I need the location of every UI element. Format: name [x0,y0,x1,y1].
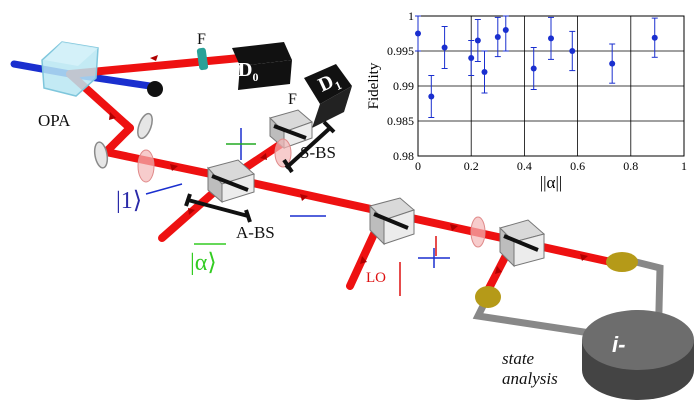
data-point [530,65,537,72]
blue-arrows [145,128,450,268]
label-device: i- [612,332,625,357]
label-state: state [502,349,535,368]
data-point [651,34,658,41]
label-sbs: S-BS [300,143,336,162]
label-d0: D0 [238,59,258,84]
data-point [548,35,554,42]
x-tick-label: 1 [681,159,687,173]
data-point [494,34,501,40]
label-ket1: |1⟩ [116,188,142,214]
beam-splitters [207,109,546,268]
y-tick-label: 0.985 [387,114,414,128]
data-point [468,55,475,61]
x-tick-label: 0.6 [570,159,585,173]
beam-arrows [109,55,588,274]
data-point [502,27,509,33]
label-lo: LO [366,270,386,286]
y-axis-label: Fidelity [366,62,382,109]
coupler-top [606,252,638,272]
x-tick-label: 0.8 [623,159,638,173]
sbs-cube [269,109,313,150]
lo-cube [369,197,415,246]
y-tick-label: 0.99 [393,79,414,93]
abs-cube [207,159,256,204]
data-point [609,60,616,67]
red-arrows [399,236,437,296]
detector-d0 [232,42,292,66]
data-point [428,93,435,100]
y-tick-label: 0.995 [387,44,414,58]
abs-bracket [184,193,252,223]
mirrors [93,112,153,169]
x-tick-label: 0.4 [517,159,532,173]
beam-dump [147,81,163,97]
data-point [415,30,421,37]
analysis-device [582,310,694,400]
detector-d1 [304,64,352,104]
label-analysis: analysis [502,369,558,388]
data-point [481,69,488,75]
x-tick-label: 0 [415,159,421,173]
data-point [474,37,481,44]
data-point [569,48,576,54]
label-abs: A-BS [236,223,275,242]
coupler-bottom [475,286,501,308]
y-tick-label: 1 [408,9,414,23]
filter-top-element [196,47,209,71]
label-filter-mid: F [288,91,297,108]
label-ketalpha: |α⟩ [190,250,217,276]
y-tick-label: 0.98 [393,149,414,163]
label-filter-top: F [197,31,206,48]
sbs-bracket [282,120,336,174]
data-point [441,44,448,51]
output-cube [499,219,546,268]
x-tick-label: 0.2 [464,159,479,173]
label-opa: OPA [38,111,71,130]
x-axis-label: ||α|| [540,173,563,192]
waveplates [137,138,486,248]
